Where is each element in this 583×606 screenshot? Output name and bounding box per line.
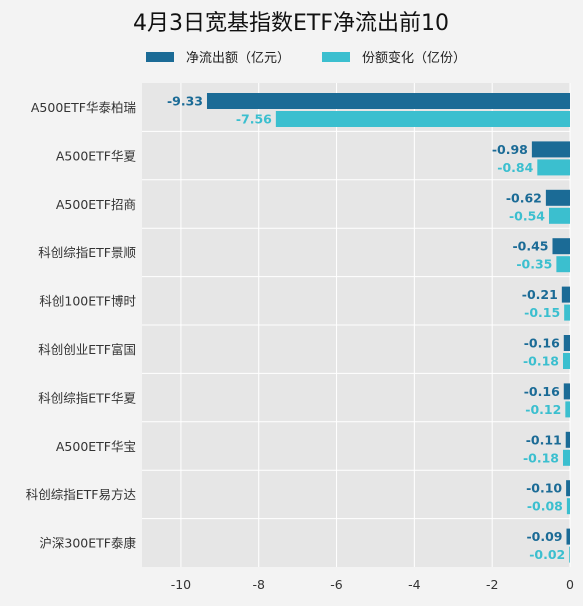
x-tick-label: -4 xyxy=(408,577,421,592)
bar-share-change xyxy=(564,304,570,321)
legend-swatch-1 xyxy=(146,52,174,62)
data-label: -0.35 xyxy=(516,257,552,272)
bar-share-change xyxy=(275,111,570,127)
legend-label-1: 净流出额（亿元） xyxy=(186,51,290,66)
data-label: -0.10 xyxy=(526,481,562,496)
data-label: -0.11 xyxy=(526,432,562,447)
bar-share-change xyxy=(562,353,570,369)
bar-net-outflow xyxy=(531,141,570,158)
bar-share-change xyxy=(537,159,570,176)
x-tick-label: -6 xyxy=(330,577,343,592)
data-label: -0.12 xyxy=(525,402,561,417)
data-label: -0.84 xyxy=(497,160,533,175)
bar-share-change xyxy=(562,449,570,466)
data-label: -0.45 xyxy=(512,239,548,254)
data-label: -0.18 xyxy=(523,450,559,465)
category-label: 科创100ETF博时 xyxy=(39,294,136,309)
data-label: -7.56 xyxy=(236,112,272,127)
category-label: A500ETF华泰柏瑞 xyxy=(31,100,136,115)
category-label: A500ETF华宝 xyxy=(56,439,136,454)
bar-net-outflow xyxy=(206,93,570,109)
data-label: -0.18 xyxy=(523,354,559,369)
data-label: -0.21 xyxy=(522,287,558,302)
data-label: -0.54 xyxy=(509,208,545,223)
bar-net-outflow xyxy=(561,286,570,303)
category-label: A500ETF华夏 xyxy=(56,148,137,163)
value-labels: -9.33 -7.56 -0.98 -0.84 -0.62 -0.54 -0.45 -0.35… xyxy=(167,94,565,563)
data-label: -0.62 xyxy=(506,190,542,205)
data-label: -0.16 xyxy=(524,384,560,399)
x-axis-ticks: -10 -8 -6 -4 -2 0 xyxy=(171,577,574,592)
bar-net-outflow xyxy=(566,480,570,497)
x-tick-label: -10 xyxy=(171,577,191,592)
bar-share-change xyxy=(565,401,570,418)
bar-share-change xyxy=(548,207,570,224)
bar-share-change xyxy=(566,498,570,515)
bar-net-outflow xyxy=(552,238,570,255)
bar-net-outflow xyxy=(563,383,570,400)
category-label: 科创综指ETF景顺 xyxy=(38,245,136,260)
legend: 净流出额（亿元） 份额变化（亿份） xyxy=(146,50,466,66)
bars xyxy=(206,93,570,563)
data-label: -0.08 xyxy=(527,499,563,514)
data-label: -0.98 xyxy=(492,142,528,157)
x-tick-label: -8 xyxy=(252,577,265,592)
category-label: 科创综指ETF华夏 xyxy=(38,390,136,405)
data-label: -0.02 xyxy=(529,547,565,562)
category-label: 科创创业ETF富国 xyxy=(38,342,136,357)
category-label: A500ETF招商 xyxy=(56,197,136,212)
bar-net-outflow xyxy=(565,431,570,448)
category-label: 沪深300ETF泰康 xyxy=(39,536,136,551)
bar-net-outflow xyxy=(563,335,570,351)
bar-share-change xyxy=(556,256,570,273)
x-tick-label: 0 xyxy=(566,577,574,592)
x-tick-label: -2 xyxy=(486,577,498,592)
bar-net-outflow xyxy=(545,189,570,206)
data-label: -0.09 xyxy=(526,529,562,544)
data-label: -0.15 xyxy=(524,305,560,320)
legend-swatch-2 xyxy=(322,52,350,62)
category-label: 科创综指ETF易方达 xyxy=(26,487,137,502)
gridlines xyxy=(142,83,571,567)
chart-title: 4月3日宽基指数ETF净流出前10 xyxy=(133,11,449,36)
data-label: -0.16 xyxy=(524,336,560,351)
data-label: -9.33 xyxy=(167,94,203,109)
bar-share-change xyxy=(569,546,570,563)
bar-net-outflow xyxy=(566,528,570,545)
legend-label-2: 份额变化（亿份） xyxy=(362,50,466,66)
category-labels: A500ETF华泰柏瑞A500ETF华夏A500ETF招商科创综指ETF景顺科创… xyxy=(26,100,137,551)
